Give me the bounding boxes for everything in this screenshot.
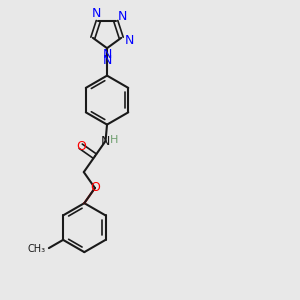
Text: O: O [76,140,86,153]
Text: O: O [90,182,100,194]
Text: N: N [102,48,112,61]
Text: N: N [92,7,101,20]
Text: N: N [101,134,110,148]
Text: N: N [102,54,112,67]
Text: N: N [124,34,134,47]
Text: H: H [110,135,118,146]
Text: N: N [118,10,127,23]
Text: CH₃: CH₃ [27,244,45,254]
